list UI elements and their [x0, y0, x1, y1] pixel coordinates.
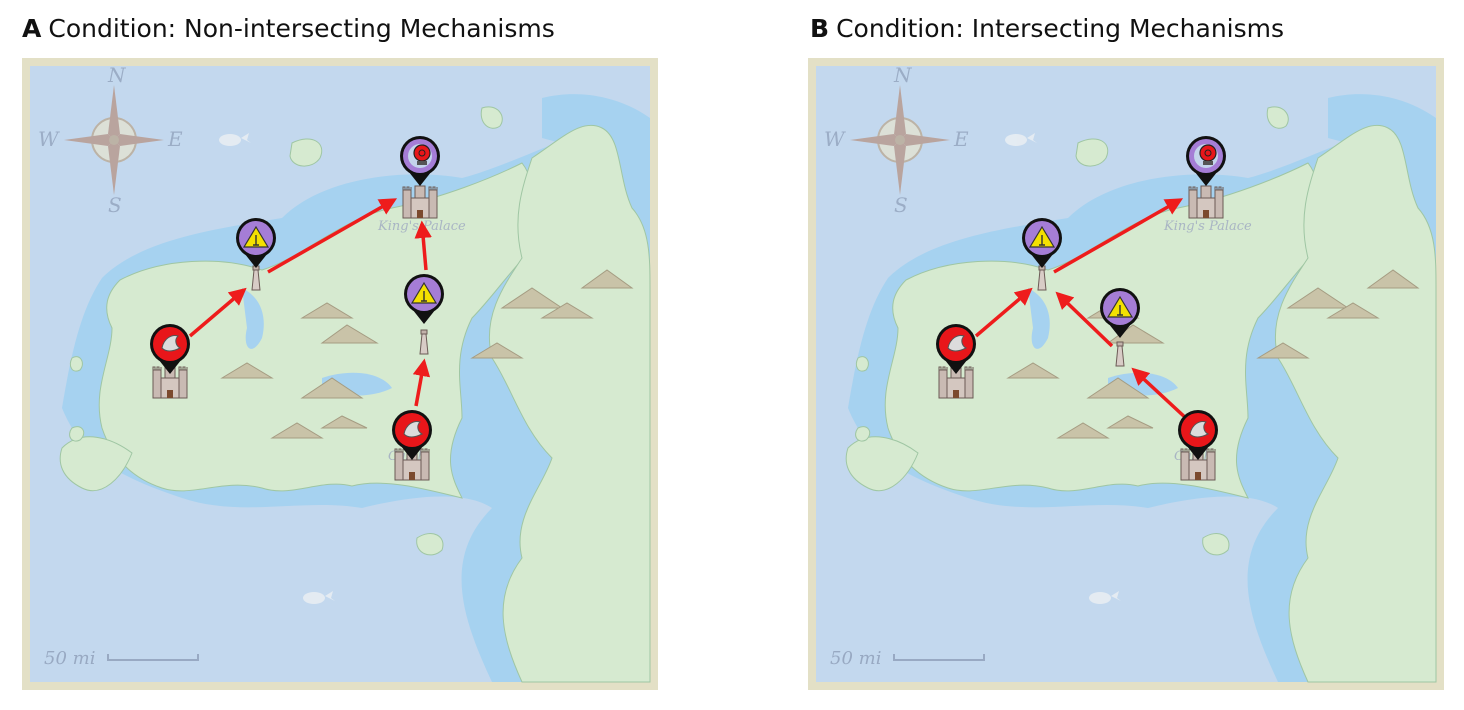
arrow: [414, 220, 432, 271]
arrow: [1053, 198, 1184, 274]
compass-rose: N S W E: [824, 63, 969, 217]
map-pin-radio-tower: [1022, 218, 1062, 268]
map-pin-radio-tower: [404, 274, 444, 324]
tower-icon: [1037, 265, 1047, 291]
compass-w: W: [38, 127, 60, 151]
arrow: [1131, 367, 1190, 422]
map-pin-dove: [936, 324, 976, 374]
arrow: [267, 198, 398, 274]
arrow: [188, 287, 247, 338]
map-pin-dove: [392, 410, 432, 460]
compass-s: S: [108, 193, 122, 217]
compass-e: E: [953, 127, 969, 151]
arrow: [412, 358, 431, 407]
arrow: [974, 287, 1033, 338]
compass-e: E: [167, 127, 183, 151]
scale-label: 50 mi: [44, 648, 95, 669]
tower-icon: [1115, 341, 1125, 367]
panel-title: B Condition: Intersecting Mechanisms: [810, 14, 1284, 43]
arrows: [188, 198, 432, 407]
map-pin-radio-tower: [1100, 288, 1140, 338]
land: [59, 106, 651, 683]
map-pin-dove: [1178, 410, 1218, 460]
place-label-palace: King's Palace: [1163, 219, 1252, 234]
castle-icon: [1188, 185, 1224, 219]
map-pin-alarm: [400, 136, 440, 186]
compass-w: W: [824, 127, 846, 151]
mountains: [220, 269, 634, 439]
dove-icon: [947, 335, 968, 352]
tower-icon: [251, 265, 261, 291]
panel-condition-text: Condition: Non-intersecting Mechanisms: [48, 14, 555, 43]
arrow: [1055, 291, 1114, 348]
map: N S W E 50 mi King's Palace Castle: [808, 58, 1444, 690]
panel-title: A Condition: Non-intersecting Mechanisms: [22, 14, 555, 43]
scale-label: 50 mi: [830, 648, 881, 669]
dove-icon: [403, 421, 424, 438]
land: [845, 106, 1437, 683]
arrows: [974, 198, 1190, 422]
mountains: [1006, 269, 1420, 439]
dove-icon: [161, 335, 182, 352]
castle-icon: [402, 185, 438, 219]
panel-condition-text: Condition: Intersecting Mechanisms: [836, 14, 1285, 43]
dove-icon: [1189, 421, 1210, 438]
alarm-icon: [413, 144, 431, 162]
panel-letter: A: [22, 14, 42, 43]
alarm-icon: [1199, 144, 1217, 162]
panel-letter: B: [810, 14, 830, 43]
whale-icon: [219, 133, 251, 146]
map: N S W E 50 mi King's Palace Castle: [22, 58, 658, 690]
map-pin-radio-tower: [236, 218, 276, 268]
scale-bar: 50 mi: [44, 648, 199, 669]
map-pin-alarm: [1186, 136, 1226, 186]
tower-icon: [419, 329, 429, 355]
map-pin-dove: [150, 324, 190, 374]
compass-n: N: [893, 63, 913, 87]
compass-rose: N S W E: [38, 63, 183, 217]
whale-icon: [1005, 133, 1037, 146]
whale-icon: [303, 591, 335, 604]
compass-n: N: [107, 63, 127, 87]
scale-bar: 50 mi: [830, 648, 985, 669]
whale-icon: [1089, 591, 1121, 604]
compass-s: S: [894, 193, 908, 217]
